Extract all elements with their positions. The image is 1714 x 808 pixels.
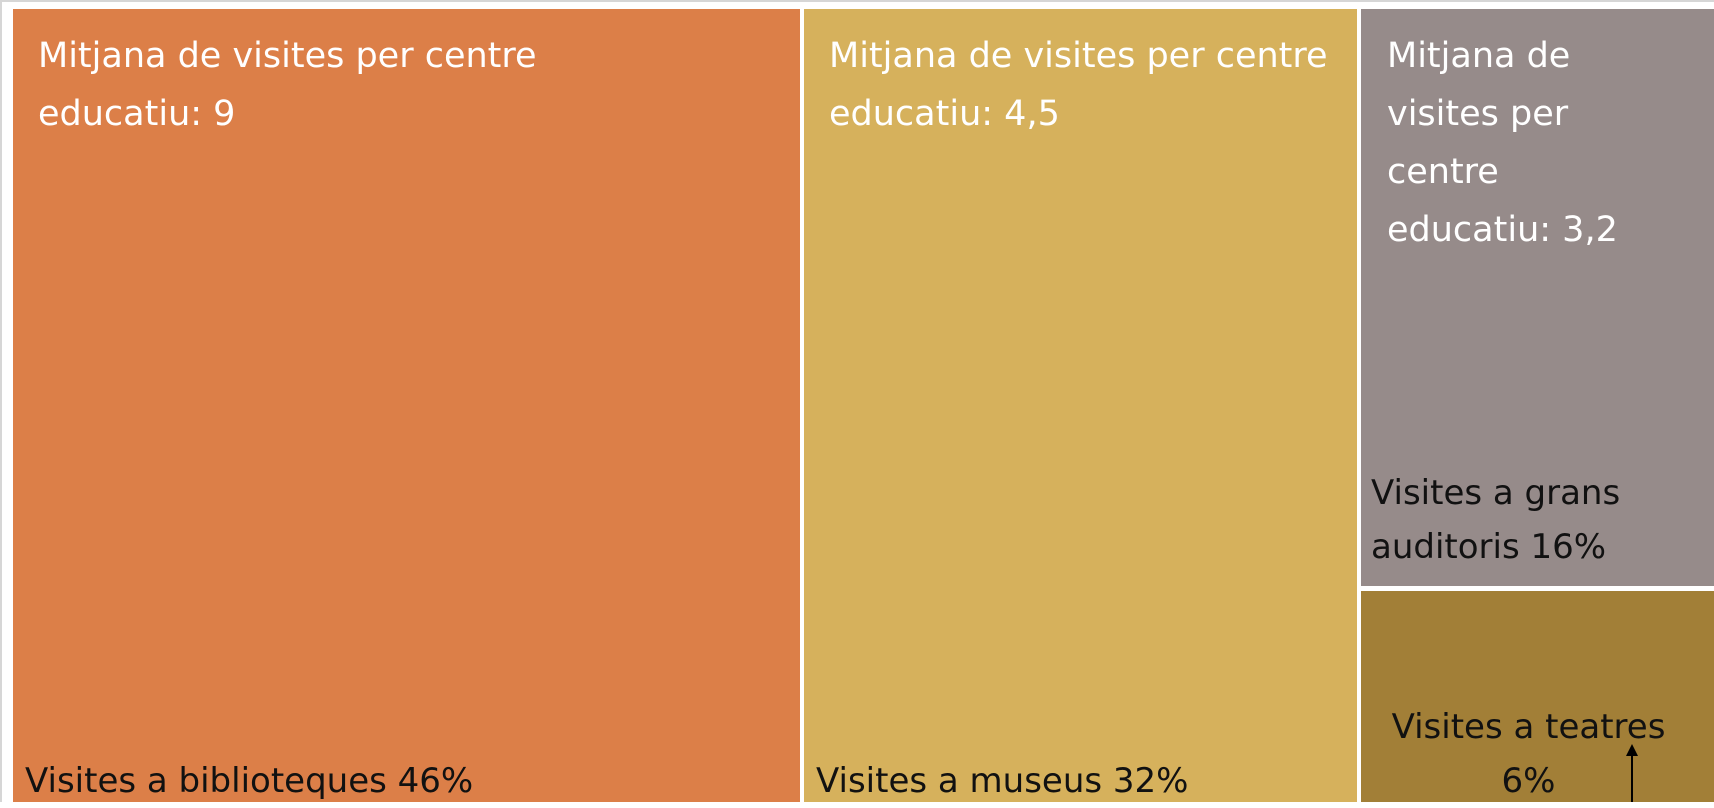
tile-note: Mitjana de visites per centre educatiu: … bbox=[38, 36, 537, 134]
arrow bbox=[1626, 744, 1638, 802]
tile-label: Visites a museus 32% bbox=[816, 761, 1189, 801]
tile: Mitjana de visites per centre educatiu: … bbox=[1361, 9, 1714, 586]
tile-label: Visites a biblioteques 46% bbox=[25, 761, 474, 801]
arrow-head bbox=[1626, 744, 1638, 756]
tile-note: Mitjana de visites per centre educatiu: … bbox=[829, 36, 1328, 134]
tile: Mitjana de visites per centre educatiu: … bbox=[804, 9, 1357, 802]
tile: Visites a teatres 6% bbox=[1361, 591, 1714, 802]
tile-label: Visites a grans auditoris 16% bbox=[1371, 473, 1621, 567]
tile-note: Mitjana de visites per centre educatiu: … bbox=[1387, 36, 1618, 250]
tile-label: Visites a teatres 6% bbox=[1391, 707, 1666, 801]
tile: Mitjana de visites per centre educatiu: … bbox=[13, 9, 800, 802]
